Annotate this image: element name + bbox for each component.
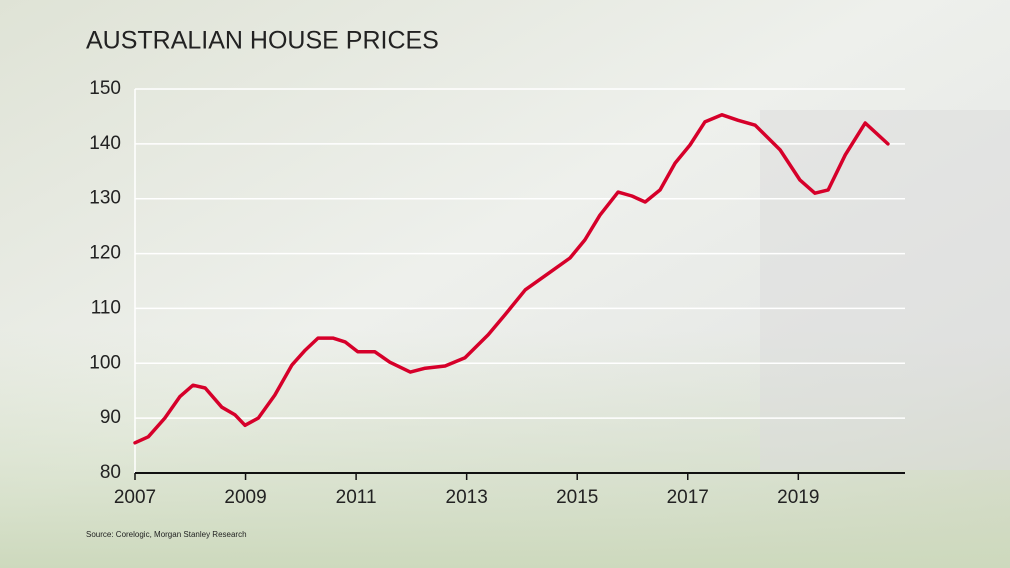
y-tick-label: 140 bbox=[89, 133, 121, 154]
y-tick-label: 150 bbox=[89, 78, 121, 99]
y-tick-label: 80 bbox=[100, 462, 121, 483]
x-tick-label: 2019 bbox=[777, 487, 819, 508]
x-tick-label: 2013 bbox=[446, 487, 488, 508]
line-series bbox=[133, 113, 890, 445]
x-tick-label: 2011 bbox=[336, 487, 377, 508]
y-tick-label: 110 bbox=[91, 297, 121, 318]
background-wall bbox=[760, 110, 1010, 470]
y-tick-label: 120 bbox=[89, 243, 121, 264]
x-tick-label: 2007 bbox=[114, 487, 156, 508]
source-note: Source: Corelogic, Morgan Stanley Resear… bbox=[86, 530, 247, 539]
y-tick-label: 130 bbox=[89, 188, 121, 209]
x-tick-label: 2009 bbox=[224, 487, 266, 508]
y-tick-label: 100 bbox=[89, 352, 121, 373]
chart-title: AUSTRALIAN HOUSE PRICES bbox=[86, 27, 439, 55]
x-tick-label: 2017 bbox=[667, 487, 709, 508]
y-tick-label: 90 bbox=[100, 407, 121, 428]
x-tick-label: 2015 bbox=[556, 487, 598, 508]
